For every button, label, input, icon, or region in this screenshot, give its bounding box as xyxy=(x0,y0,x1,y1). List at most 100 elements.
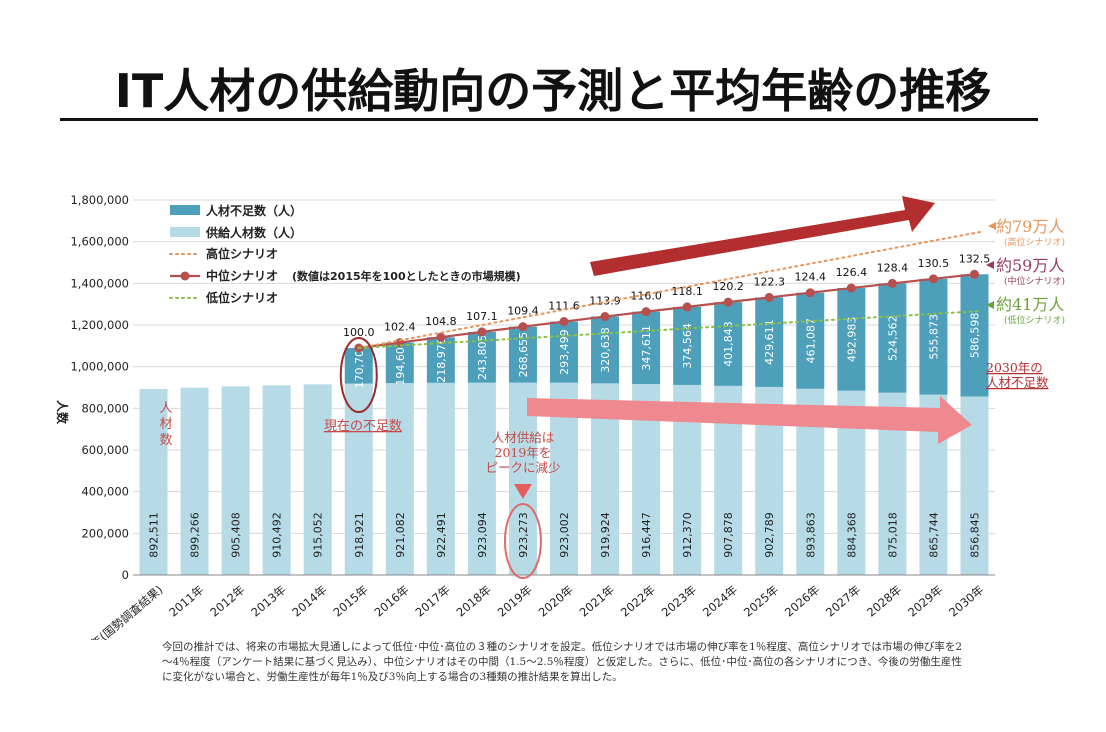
high-scenario-result: 約79万人 xyxy=(996,217,1064,236)
x-tick-label: 2028年 xyxy=(864,583,904,620)
title-underline xyxy=(60,118,1038,121)
shortage-value-label: 374,564 xyxy=(681,323,694,369)
x-tick-label: 2017年 xyxy=(413,583,453,620)
supply-value-label: 919,924 xyxy=(599,512,612,558)
shortage-value-label: 586,598 xyxy=(968,313,981,359)
y-tick-label: 600,000 xyxy=(81,443,129,457)
x-tick-label: 2024年 xyxy=(700,583,740,620)
mid-pointer xyxy=(986,261,994,269)
legend-swatch-shortage xyxy=(170,205,200,215)
shortage-bar xyxy=(714,302,743,386)
mid-scenario-sub: (中位シナリオ) xyxy=(1004,275,1065,287)
scenario-lines: 100.0 102.4 104.8 107.1 109.4 111.6 113.9 116.0… xyxy=(343,230,991,353)
x-tick-label: 2010年(国勢調査結果) xyxy=(65,583,165,640)
x-tick-label: 2014年 xyxy=(289,583,329,620)
peak-supply-text: 人材供給は xyxy=(492,430,555,445)
mid-scenario-point xyxy=(518,322,528,332)
supply-value-label: 884,368 xyxy=(845,512,858,558)
mid-scenario-point xyxy=(764,292,774,302)
supply-value-label: 902,789 xyxy=(763,512,776,558)
shortage-bar xyxy=(878,283,907,393)
peak-supply-ellipse xyxy=(503,503,542,579)
market-index-label: 113.9 xyxy=(589,295,621,308)
shortage-value-label: 320,638 xyxy=(599,327,612,373)
supply-value-label: 918,921 xyxy=(353,512,366,558)
high-scenario-sub: (高位シナリオ) xyxy=(1004,236,1065,248)
y-tick-label: 800,000 xyxy=(81,401,129,415)
supply-bar xyxy=(467,382,496,575)
low-pointer xyxy=(986,301,994,309)
mid-scenario-point xyxy=(723,297,733,307)
market-index-label: 111.6 xyxy=(548,300,580,313)
shortage-bar xyxy=(919,278,948,395)
low-scenario-result: 約41万人 xyxy=(996,295,1064,314)
supply-value-label: 899,266 xyxy=(189,512,202,558)
y-axis-label: 人数 xyxy=(55,400,70,425)
legend-label-high: 高位シナリオ xyxy=(206,246,278,261)
supply-forecast-chart: 892,511 899,266 905,408 910,492 915,052 918,9… xyxy=(55,193,1065,640)
shortage-value-label: 429,611 xyxy=(763,319,776,365)
supply-value-label: 875,018 xyxy=(886,512,899,558)
y-tick-label: 1,000,000 xyxy=(70,360,129,374)
methodology-note: 今回の推計では、将来の市場拡大見通しによって低位･中位･高位の３種のシナリオを設… xyxy=(162,641,963,683)
shortage-value-label: 170,700 xyxy=(353,343,366,389)
legend-label-mid: 中位シナリオ xyxy=(206,268,278,283)
mid-scenario-point xyxy=(846,283,856,293)
shortage-value-label: 243,805 xyxy=(476,335,489,381)
x-tick-label: 2011年 xyxy=(166,583,206,620)
high-scenario-line xyxy=(357,230,982,349)
supply-value-label: 923,273 xyxy=(517,512,530,558)
x-tick-label: 2016年 xyxy=(371,583,411,620)
x-tick-label: 2020年 xyxy=(536,583,576,620)
y-tick-label: 1,600,000 xyxy=(70,235,129,249)
shortage-value-label: 524,562 xyxy=(886,315,899,361)
mid-scenario-point xyxy=(928,274,938,284)
supply-count-label: 人 xyxy=(159,401,172,416)
market-index-label: 120.2 xyxy=(712,280,744,293)
shortage-bar xyxy=(426,337,455,383)
x-tick-label: 2027年 xyxy=(823,583,863,620)
annotations: ITニーズの拡大により市場規模は今後も拡大人材数現在の不足数人材供給は2019年… xyxy=(159,196,1065,579)
mid-scenario-point xyxy=(969,269,979,279)
x-tick-label: 2030年 xyxy=(946,583,986,620)
supply-value-label: 923,002 xyxy=(558,512,571,558)
x-tick-label: 2019年 xyxy=(495,583,535,620)
x-tick-label: 2021年 xyxy=(577,583,617,620)
x-tick-label: 2029年 xyxy=(905,583,945,620)
shortage-value-label: 555,873 xyxy=(927,314,940,360)
shortage-bar xyxy=(508,326,537,383)
shortage-value-label: 492,983 xyxy=(845,317,858,363)
y-tick-label: 0 xyxy=(122,568,129,582)
y-tick-label: 1,400,000 xyxy=(70,276,129,290)
legend-swatch-mid-marker xyxy=(180,271,190,281)
supply-value-label: 916,447 xyxy=(640,512,653,558)
x-tick-label: 2023年 xyxy=(659,583,699,620)
shortage-bar xyxy=(591,316,620,384)
peak-supply-text: ピークに減少 xyxy=(485,460,560,475)
mid-scenario-point xyxy=(887,278,897,288)
market-index-label: 102.4 xyxy=(384,321,416,334)
mid-scenario-point xyxy=(436,332,446,342)
supply-value-label: 893,863 xyxy=(804,512,817,558)
supply-value-label: 922,491 xyxy=(435,512,448,558)
market-index-label: 132.5 xyxy=(959,252,991,265)
market-index-label: 124.4 xyxy=(795,271,827,284)
market-index-label: 128.4 xyxy=(877,261,909,274)
market-index-label: 100.0 xyxy=(343,326,375,339)
supply-value-label: 923,094 xyxy=(476,512,489,558)
mid-scenario-point xyxy=(600,312,610,322)
shortage-bar xyxy=(755,297,784,387)
market-index-label: 107.1 xyxy=(466,310,498,323)
mid-scenario-line xyxy=(358,273,975,350)
shortage-value-label: 293,499 xyxy=(558,329,571,375)
y-tick-label: 200,000 xyxy=(81,526,129,540)
page-title: IT人材の供給動向の予測と平均年齢の推移 xyxy=(114,64,992,118)
shortage-bar xyxy=(344,347,373,384)
market-index-label: 104.8 xyxy=(425,315,457,328)
market-index-label: 126.4 xyxy=(836,266,868,279)
market-index-label: 130.5 xyxy=(918,257,950,270)
shortage-value-label: 268,655 xyxy=(517,332,530,378)
x-tick-label: 2025年 xyxy=(741,583,781,620)
supply-value-label: 892,511 xyxy=(148,512,161,558)
